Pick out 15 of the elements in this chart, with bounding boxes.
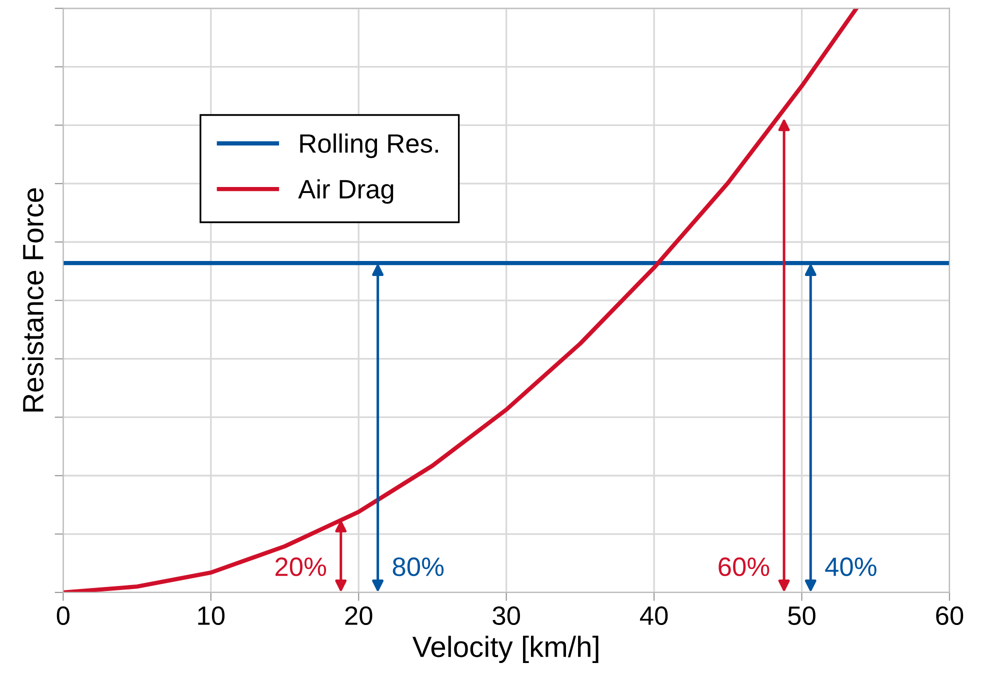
annotation: 80% xyxy=(392,557,444,576)
annotation: 60% xyxy=(718,557,770,576)
x-tick-label: 30 xyxy=(492,606,520,626)
x-tick-label: 50 xyxy=(788,606,816,626)
annotation: 40% xyxy=(825,557,876,576)
y-axis-title: Resistance Force xyxy=(22,188,44,412)
x-tick-label: 20 xyxy=(345,606,372,626)
x-tick-label: 60 xyxy=(936,606,964,626)
x-axis-title: Velocity [km/h] xyxy=(412,636,598,663)
legend-label: Air Drag xyxy=(298,179,394,204)
x-tick-label: 40 xyxy=(640,606,668,626)
x-tick-label: 0 xyxy=(56,606,70,626)
legend-label: Rolling Res. xyxy=(300,133,438,158)
x-tick-label: 10 xyxy=(198,606,225,626)
annotation: 20% xyxy=(276,557,326,576)
